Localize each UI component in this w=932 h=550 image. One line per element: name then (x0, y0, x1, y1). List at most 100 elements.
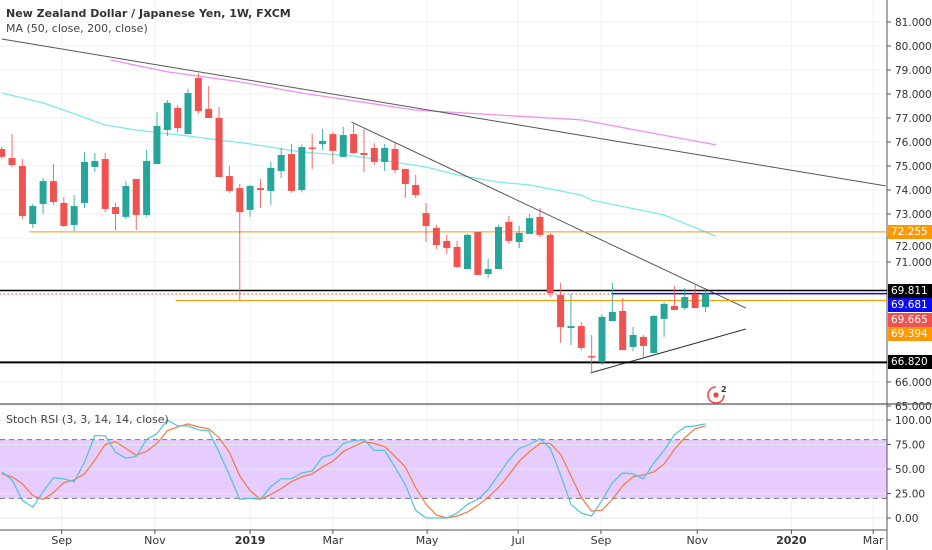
stoch-rsi-d-line (1, 423, 706, 519)
candle-down (49, 181, 57, 202)
candle-down (401, 168, 409, 184)
y-tick-label: 77.000 (895, 113, 932, 125)
candle-down (546, 234, 554, 293)
candle-up (650, 316, 658, 353)
x-tick-label: 2019 (235, 534, 266, 547)
price-label: 69.394 (888, 327, 932, 342)
x-tick-label: Nov (686, 534, 708, 547)
x-tick-label: 2020 (776, 534, 807, 547)
candle-down (557, 294, 565, 328)
candle-up (567, 326, 575, 328)
candle-up (39, 181, 47, 204)
candle-up (143, 160, 151, 215)
ma200-line (110, 59, 717, 146)
candle-down (422, 213, 430, 226)
x-tick-label: Sep (591, 534, 612, 547)
rsi-tick-label: 25.00 (895, 489, 925, 501)
x-tick-label: Sep (51, 534, 72, 547)
y-tick-label: 72.000 (895, 241, 932, 253)
candle-down (236, 188, 244, 213)
candle-up (277, 154, 285, 172)
y-tick-label: 76.000 (895, 137, 932, 149)
ma-indicator-label[interactable]: MA (50, close, 200, close) (6, 22, 148, 35)
candle-down (256, 188, 264, 190)
candle-down (8, 158, 16, 166)
price-label: 69.811 (888, 283, 932, 298)
candle-down (691, 293, 699, 309)
candle-up (246, 185, 254, 210)
y-tick-label: 79.000 (895, 65, 932, 77)
candle-down (132, 178, 140, 215)
stoch-rsi-label[interactable]: Stoch RSI (3, 3, 14, 14, close) (6, 413, 169, 426)
price-label: 72.255 (888, 224, 932, 239)
candle-up (484, 268, 492, 274)
candle-down (577, 326, 585, 348)
candle-up (339, 135, 347, 157)
y-tick-label: 80.000 (895, 41, 932, 53)
candle-down (370, 148, 378, 162)
candle-up (184, 93, 192, 135)
candle-down (536, 216, 544, 235)
candle-up (267, 167, 275, 191)
y-tick-label: 75.000 (895, 161, 932, 173)
candle-down (360, 153, 368, 155)
candle-up (319, 141, 327, 144)
candle-up (122, 185, 130, 217)
candle-up (526, 218, 534, 234)
x-tick-label: Nov (144, 534, 166, 547)
y-tick-label: 78.000 (895, 89, 932, 101)
candle-down (474, 232, 482, 275)
candle-down (215, 118, 223, 178)
y-tick-label: 73.000 (895, 209, 932, 221)
candle-up (29, 206, 37, 225)
stoch-rsi-k-line (1, 419, 706, 519)
candle-down (432, 227, 440, 245)
candle-down (112, 207, 120, 214)
candle-down (639, 336, 647, 346)
rsi-tick-label: 0.00 (895, 513, 918, 525)
candle-down (308, 147, 316, 150)
candle-down (18, 166, 26, 216)
candle-down (412, 184, 420, 196)
x-tick-label: May (416, 534, 439, 547)
candle-up (495, 226, 502, 269)
candle-down (205, 108, 213, 118)
ascending-trendline (590, 328, 747, 374)
candle-up (381, 148, 389, 162)
symbol-title[interactable]: New Zealand Dollar / Japanese Yen, 1W, F… (6, 7, 291, 20)
chart-legend: New Zealand Dollar / Japanese Yen, 1W, F… (6, 6, 291, 36)
candle-up (298, 147, 306, 190)
rsi-tick-label: 75.00 (895, 440, 925, 452)
candle-up (681, 297, 689, 309)
y-tick-label: 74.000 (895, 185, 932, 197)
candle-down (443, 240, 451, 249)
candle-down (0, 148, 6, 157)
candle-down (350, 134, 358, 154)
candle-down (619, 310, 627, 351)
candle-down (225, 176, 233, 191)
candle-down (194, 77, 202, 112)
candle-up (163, 102, 171, 130)
descending-trendline (351, 121, 747, 309)
x-tick-label: Mar (863, 534, 884, 547)
alert-clock-logo-icon[interactable]: 2 (705, 384, 727, 406)
y-tick-label: 71.000 (895, 257, 932, 269)
rsi-tick-label: 50.00 (895, 464, 925, 476)
candle-up (608, 311, 616, 322)
ma50-line (1, 92, 717, 237)
rsi-tick-label: 100.00 (895, 415, 932, 427)
y-tick-label: 66.000 (895, 377, 932, 389)
candle-down (329, 134, 337, 151)
x-tick-label: Mar (323, 534, 344, 547)
candle-up (153, 125, 161, 165)
y-tick-label: 65.000 (895, 401, 932, 413)
candle-up (463, 234, 471, 269)
candle-up (629, 334, 637, 347)
candle-up (91, 160, 99, 167)
candle-down (391, 148, 399, 171)
candle-down (588, 356, 596, 358)
price-label: 66.820 (888, 355, 932, 370)
candle-down (505, 221, 513, 241)
candle-down (670, 305, 678, 310)
